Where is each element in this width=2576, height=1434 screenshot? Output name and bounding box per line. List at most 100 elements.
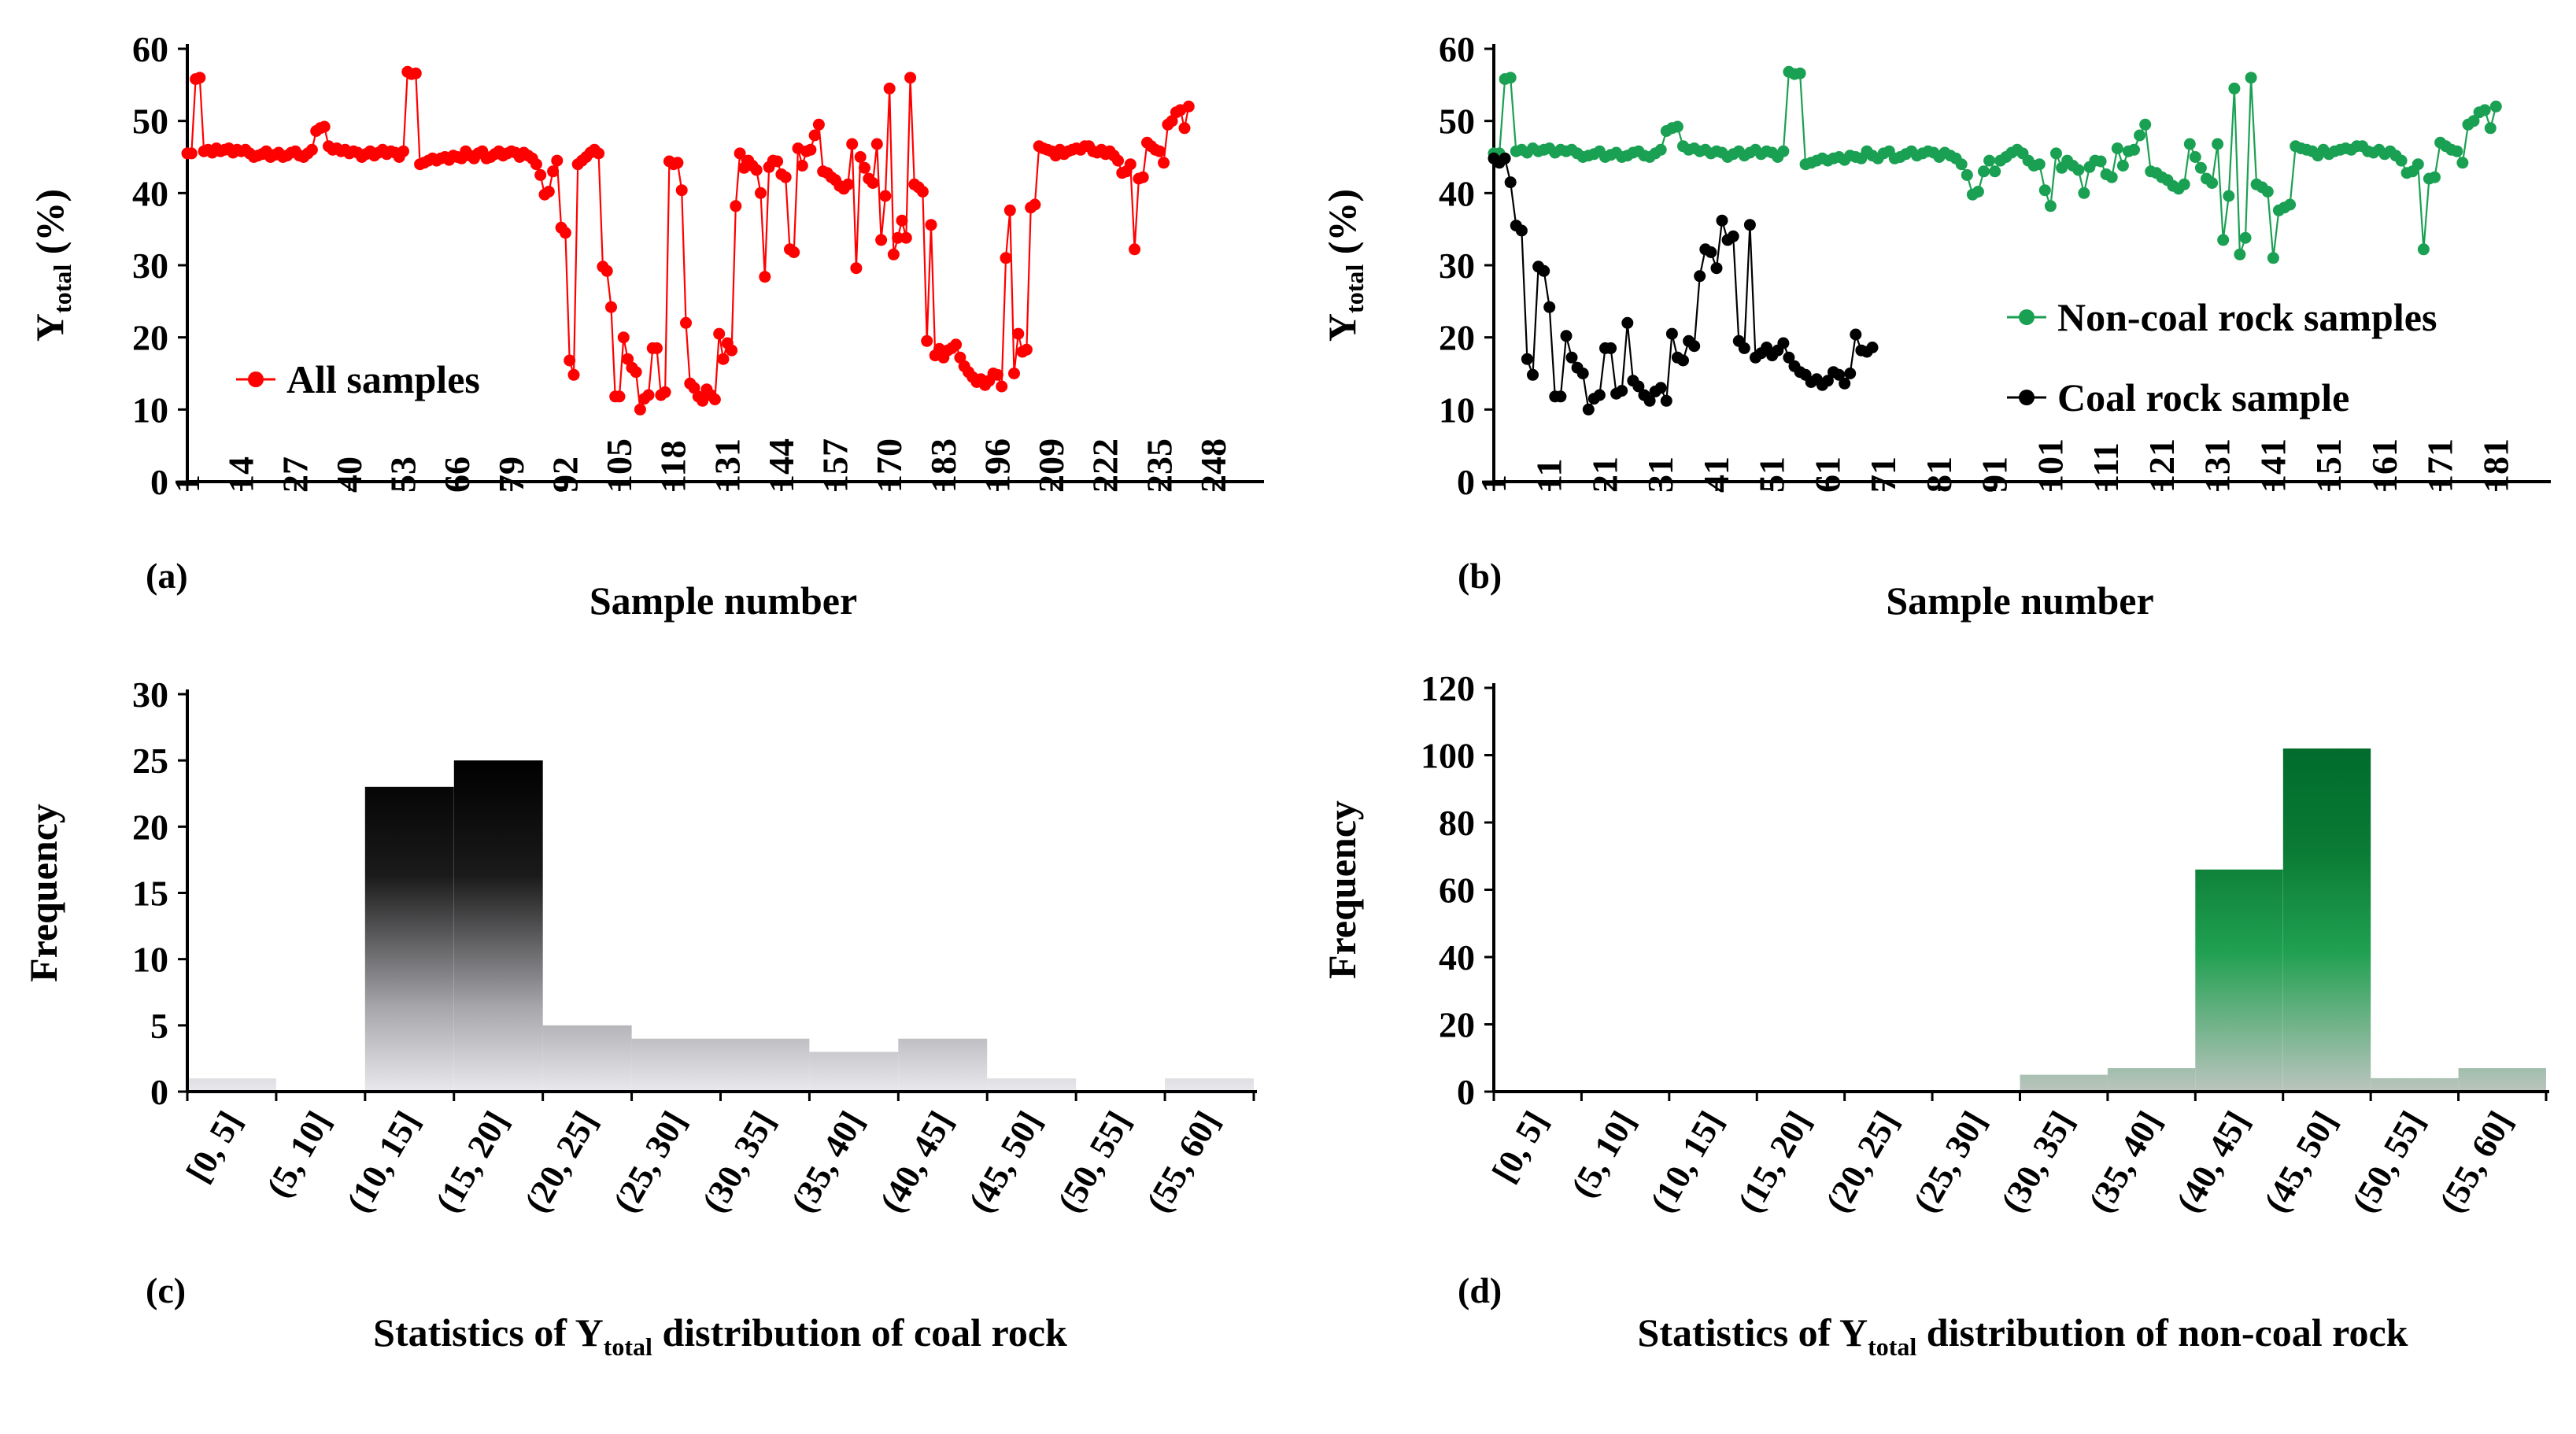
y-axis-title: Ytotal (%) [28,189,76,342]
y-tick-label: 30 [1439,246,1475,286]
data-point [1605,342,1617,354]
data-point [846,138,859,150]
data-point [850,262,863,275]
data-point [1576,368,1589,379]
data-point [2038,184,2051,197]
y-tick-label: 25 [132,741,168,781]
x-tick-label: 144 [761,438,801,493]
x-axis-title-sub: total [1868,1332,1916,1361]
data-point [892,231,904,244]
x-tick-label: 235 [1139,438,1179,493]
category-tick-label: (30, 35] [1994,1105,2082,1219]
data-point [2245,72,2257,84]
data-point [925,219,937,231]
data-point [2284,198,2297,211]
data-point [883,82,896,94]
data-point [1020,343,1033,356]
category-tick-label: (35, 40] [783,1105,871,1219]
data-point [1499,152,1511,164]
data-point [675,184,688,197]
data-point [730,200,742,213]
y-axis-title: Frequency [21,804,65,982]
x-tick-label: 1 [167,475,207,493]
y-tick-label: 20 [1439,318,1475,358]
data-point [1182,100,1195,113]
category-tick-label: (50, 55] [2344,1105,2432,1219]
data-point [1527,368,1539,381]
data-point [2194,161,2207,174]
data-point [593,147,605,160]
y-tick-label: 60 [132,29,168,69]
data-point [734,147,746,160]
x-tick-label: 92 [545,456,585,493]
data-point [671,157,684,169]
x-axis-title-rest: distribution of coal rock [652,1310,1067,1355]
bar [987,1078,1077,1092]
x-tick-label: 81 [1919,456,1959,493]
data-point [2228,82,2241,94]
data-point [2050,147,2062,160]
data-point [1012,327,1025,340]
data-point [1003,204,1016,216]
data-point [1000,252,1012,264]
chart-panel-a: 0 10 20 30 40 50 60 1 14 27 40 53 66 79 92 105 118 131 144… [28,29,1264,623]
data-point [1554,390,1567,403]
x-tick-label: 51 [1752,456,1792,493]
data-point [1978,165,1990,178]
data-point [875,234,888,246]
data-point [717,353,730,365]
data-point [1727,230,1739,242]
legend-label-0: Non-coal rock samples [2057,295,2437,339]
data-point [542,186,555,198]
data-point [534,168,547,181]
data-point [567,368,580,381]
data-point [2178,178,2190,190]
y-axis-title-unit: (%) [1320,189,1364,264]
data-point [1850,328,1862,341]
data-point [305,143,318,156]
y-tick-label: 20 [132,318,168,358]
data-point [1543,301,1556,313]
x-tick-label: 170 [869,438,909,493]
x-tick-label: 1 [1473,475,1513,493]
x-tick-label: 181 [2475,438,2515,493]
x-axis-title: Sample number [589,578,857,623]
category-tick-label: (5, 10] [1564,1105,1643,1204]
data-point [1972,186,1984,198]
data-point [564,354,576,367]
y-axis-title-sub: total [1340,264,1369,313]
data-point [1710,262,1723,275]
y-axis-title-unit: (%) [28,189,72,264]
data-point [1833,368,1846,381]
data-point [1777,145,1790,157]
y-tick-label: 40 [1439,937,1475,978]
legend-label-1: Coal rock sample [2057,375,2349,419]
data-point [613,390,626,403]
data-point [1716,214,1728,227]
data-point [1821,375,1834,387]
data-point [2484,122,2497,135]
data-point [1660,394,1672,407]
legend-marker-1 [2019,390,2035,405]
y-axis-title-main: Y [28,313,72,342]
data-point [2116,160,2129,172]
y-tick-label: 50 [1439,102,1475,142]
data-point [1743,219,1756,231]
data-point [1008,368,1020,379]
data-point [854,151,867,163]
category-tick-label: (55, 60] [1139,1105,1227,1219]
data-point [2429,171,2441,183]
data-point [867,177,879,189]
data-point [601,264,613,277]
data-point [1112,154,1124,167]
data-point [1515,224,1528,237]
x-tick-label: 161 [2364,438,2404,493]
y-tick-label: 20 [132,807,168,847]
x-tick-label: 79 [491,456,531,493]
data-point [870,138,883,150]
y-tick-label: 80 [1439,803,1475,843]
data-point [1504,176,1517,189]
data-point [788,246,800,258]
y-tick-label: 50 [132,102,168,142]
category-tick-label: [0, 5] [1484,1105,1555,1189]
